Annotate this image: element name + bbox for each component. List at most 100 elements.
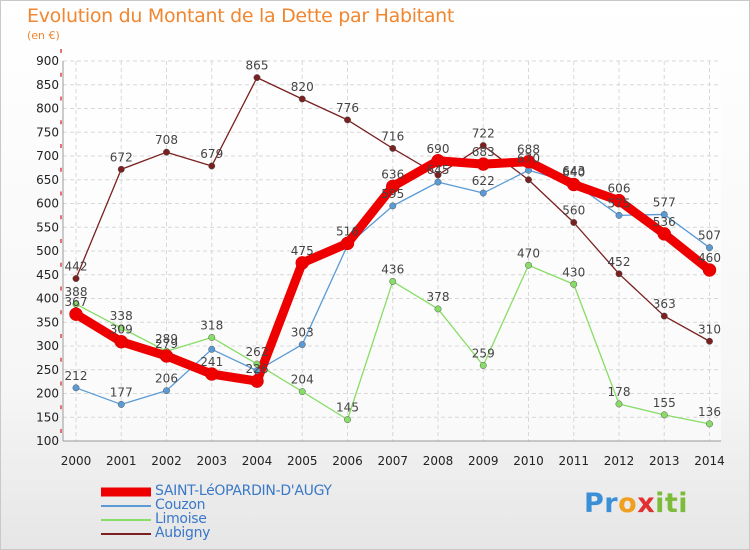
brand-letter: P bbox=[584, 488, 605, 519]
data-label: 388 bbox=[65, 285, 88, 299]
x-tick-label: 2011 bbox=[558, 454, 589, 468]
unit-label: (en €) bbox=[27, 29, 60, 42]
x-tick-label: 2000 bbox=[61, 454, 92, 468]
data-point bbox=[250, 374, 264, 388]
data-point bbox=[117, 324, 125, 332]
data-point bbox=[208, 345, 216, 353]
y-tick-label: 600 bbox=[36, 197, 59, 211]
x-tick-label: 2004 bbox=[242, 454, 273, 468]
data-point bbox=[615, 270, 623, 278]
data-label: 688 bbox=[517, 143, 540, 157]
data-label: 367 bbox=[65, 295, 88, 309]
y-tick-label: 200 bbox=[36, 387, 59, 401]
data-point bbox=[72, 300, 80, 308]
x-tick-label: 2007 bbox=[377, 454, 408, 468]
page-title: Evolution du Montant de la Dette par Hab… bbox=[27, 5, 455, 27]
data-point bbox=[253, 367, 261, 375]
data-point bbox=[295, 256, 309, 270]
data-label: 470 bbox=[517, 246, 540, 260]
data-label: 310 bbox=[698, 322, 721, 336]
data-label: 636 bbox=[381, 167, 404, 181]
data-point bbox=[298, 341, 306, 349]
data-label: 475 bbox=[291, 244, 314, 258]
data-label: 865 bbox=[246, 59, 269, 73]
data-label: 378 bbox=[427, 290, 450, 304]
y-tick-label: 550 bbox=[36, 220, 59, 234]
data-point bbox=[567, 177, 581, 192]
data-label: 708 bbox=[155, 133, 178, 147]
legend-label: Aubigny bbox=[155, 525, 211, 541]
y-tick-label: 650 bbox=[36, 173, 59, 187]
x-tick-label: 2013 bbox=[649, 454, 680, 468]
x-tick-label: 2010 bbox=[513, 454, 544, 468]
data-label: 575 bbox=[608, 196, 631, 210]
data-label: 622 bbox=[472, 174, 495, 188]
data-point bbox=[163, 148, 170, 156]
data-label: 206 bbox=[155, 372, 178, 386]
data-point bbox=[344, 116, 351, 124]
y-tick-label: 850 bbox=[36, 78, 59, 92]
data-label: 536 bbox=[653, 215, 676, 229]
data-label: 679 bbox=[200, 147, 223, 161]
data-label: 204 bbox=[291, 373, 314, 387]
legend-swatch bbox=[101, 487, 151, 497]
data-label: 430 bbox=[562, 265, 585, 279]
data-point bbox=[660, 312, 668, 320]
legend-swatch bbox=[101, 505, 151, 507]
brand-letter: i bbox=[678, 488, 689, 519]
brand-letter: t bbox=[664, 488, 679, 519]
data-label: 262 bbox=[246, 345, 269, 359]
data-label: 645 bbox=[427, 163, 450, 177]
data-point bbox=[208, 334, 216, 341]
y-tick-label: 500 bbox=[36, 244, 59, 258]
x-tick-label: 2009 bbox=[468, 454, 499, 468]
data-point bbox=[479, 362, 487, 369]
y-tick-label: 300 bbox=[36, 339, 59, 353]
data-label: 722 bbox=[472, 127, 495, 141]
y-tick-label: 900 bbox=[36, 54, 59, 68]
brand-letter: r bbox=[604, 488, 619, 519]
data-point bbox=[570, 280, 578, 288]
data-label: 683 bbox=[472, 145, 495, 159]
data-label: 670 bbox=[517, 151, 540, 165]
data-point bbox=[69, 307, 83, 321]
data-label: 606 bbox=[608, 182, 631, 196]
data-point bbox=[298, 95, 306, 103]
data-point bbox=[389, 144, 397, 152]
data-label: 155 bbox=[653, 396, 676, 410]
data-point bbox=[521, 154, 536, 169]
data-point bbox=[612, 193, 626, 208]
data-point bbox=[389, 277, 397, 285]
data-label: 776 bbox=[336, 101, 359, 115]
data-label: 279 bbox=[155, 337, 178, 351]
data-point bbox=[660, 210, 668, 218]
data-label: 259 bbox=[472, 346, 495, 360]
data-point bbox=[479, 142, 487, 150]
data-label: 690 bbox=[427, 142, 450, 156]
data-point bbox=[476, 157, 490, 171]
data-label: 177 bbox=[110, 385, 133, 399]
y-tick-label: 250 bbox=[36, 363, 59, 377]
x-tick-label: 2008 bbox=[423, 454, 454, 468]
data-point bbox=[208, 162, 216, 170]
data-label: 716 bbox=[381, 129, 404, 143]
data-label: 640 bbox=[562, 166, 585, 180]
legend-label: Couzon bbox=[155, 497, 206, 513]
data-point bbox=[434, 178, 442, 186]
x-tick-label: 2002 bbox=[151, 454, 182, 468]
data-point bbox=[114, 334, 128, 349]
data-point bbox=[163, 387, 170, 395]
data-label: 672 bbox=[110, 150, 133, 164]
data-label: 507 bbox=[698, 229, 721, 243]
data-point bbox=[159, 349, 174, 363]
data-label: 363 bbox=[653, 297, 676, 311]
data-point bbox=[657, 227, 671, 241]
x-tick-label: 2006 bbox=[332, 454, 363, 468]
data-label: 136 bbox=[698, 405, 721, 419]
data-point bbox=[525, 176, 532, 184]
legend-label: Limoise bbox=[155, 511, 207, 527]
data-point bbox=[205, 367, 219, 381]
data-label: 595 bbox=[381, 187, 404, 201]
brand-letter: o bbox=[618, 488, 638, 519]
